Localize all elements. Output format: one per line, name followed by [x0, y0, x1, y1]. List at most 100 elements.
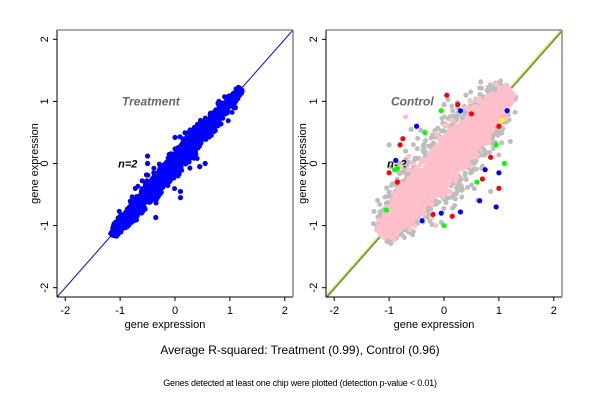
data-point	[438, 128, 444, 134]
data-point	[477, 133, 483, 139]
data-point	[486, 116, 492, 122]
data-point	[412, 223, 418, 229]
x-tick-label: 1	[496, 305, 502, 317]
outlier-point	[463, 92, 469, 98]
data-point	[389, 234, 395, 241]
outlier-point	[493, 142, 499, 148]
data-point	[462, 170, 468, 176]
data-point	[440, 149, 447, 155]
data-point	[191, 124, 197, 130]
data-point	[155, 194, 161, 200]
data-point	[485, 96, 491, 102]
data-point	[495, 95, 502, 102]
data-point	[226, 100, 232, 106]
outlier-point	[386, 142, 392, 148]
data-point	[394, 206, 400, 212]
data-point	[414, 186, 420, 192]
data-point	[122, 213, 128, 219]
data-point	[139, 178, 145, 184]
data-point	[465, 185, 471, 191]
outlier-point	[488, 154, 494, 160]
data-point	[133, 204, 139, 210]
data-point	[453, 134, 459, 140]
data-point	[461, 138, 468, 144]
data-point	[425, 205, 431, 211]
outlier-point	[177, 188, 184, 195]
data-point	[505, 90, 511, 96]
data-point	[496, 152, 502, 158]
data-point	[455, 156, 462, 162]
data-point	[453, 122, 460, 128]
data-point	[410, 142, 416, 148]
data-point	[433, 198, 439, 204]
data-point	[424, 162, 430, 168]
y-tick-label: -2	[308, 283, 320, 293]
data-point	[134, 212, 140, 218]
data-point	[194, 131, 200, 137]
point-cloud	[108, 84, 245, 239]
outlier-point	[433, 222, 439, 229]
data-point	[443, 200, 449, 206]
data-point	[202, 136, 208, 142]
data-point	[422, 174, 428, 180]
y-tick-label: -1	[308, 221, 320, 231]
data-point	[436, 173, 442, 179]
data-point	[399, 212, 405, 218]
outlier-point	[501, 160, 507, 167]
data-point	[426, 184, 433, 190]
data-point	[463, 104, 469, 111]
data-point	[416, 177, 422, 183]
data-point	[450, 125, 456, 131]
data-point	[452, 178, 458, 184]
data-point	[390, 210, 396, 216]
data-point	[469, 136, 476, 142]
data-point	[377, 202, 383, 208]
data-point	[450, 205, 456, 211]
data-point	[421, 149, 427, 155]
data-point	[376, 228, 382, 234]
data-point	[404, 162, 410, 168]
data-point	[442, 158, 449, 164]
data-point	[179, 140, 185, 146]
data-point	[427, 179, 433, 185]
data-point	[436, 135, 442, 141]
data-point	[408, 211, 414, 218]
data-point	[463, 153, 470, 159]
data-point	[132, 185, 138, 191]
outlier-point	[398, 164, 404, 170]
data-point	[138, 200, 144, 206]
data-point	[434, 187, 440, 193]
data-point	[477, 99, 484, 105]
data-point	[384, 185, 390, 191]
data-point	[154, 177, 160, 183]
x-tick-label: 1	[227, 305, 233, 317]
data-point	[493, 130, 499, 136]
outlier-point	[144, 160, 151, 167]
data-point	[399, 169, 405, 175]
data-point	[463, 176, 469, 182]
data-point	[475, 145, 481, 151]
data-point	[439, 177, 445, 183]
data-point	[109, 231, 115, 237]
data-point	[442, 185, 448, 191]
data-point	[182, 130, 188, 136]
data-point	[149, 189, 155, 195]
data-point	[166, 161, 172, 167]
data-point	[149, 176, 155, 182]
data-point	[187, 165, 193, 171]
data-point	[458, 127, 464, 133]
data-point	[177, 150, 183, 156]
data-point	[460, 164, 466, 171]
outlier-point	[441, 101, 447, 108]
outlier-point	[496, 170, 502, 176]
data-point	[454, 145, 460, 151]
outlier-point	[449, 213, 455, 219]
data-point	[376, 217, 382, 223]
treatment-panel: -2 -1 0 1 2 -2 -1 0 1 2 gene expression gene expres…	[29, 29, 294, 331]
data-point	[167, 178, 173, 184]
data-point	[219, 108, 225, 114]
point-cloud	[370, 78, 519, 246]
x-axis-label: gene expression	[125, 319, 206, 331]
data-point	[174, 161, 180, 167]
